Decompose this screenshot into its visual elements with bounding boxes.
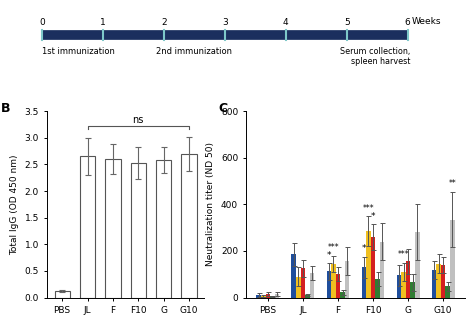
Bar <box>410 283 415 298</box>
Bar <box>80 156 95 298</box>
Bar <box>366 231 371 298</box>
Text: 1st immunization: 1st immunization <box>42 46 115 56</box>
Bar <box>336 274 340 298</box>
Text: 4: 4 <box>283 18 289 26</box>
Text: Weeks: Weeks <box>411 17 441 26</box>
Bar <box>305 295 310 298</box>
Bar <box>441 265 446 298</box>
Bar <box>375 279 380 298</box>
Bar <box>105 159 120 298</box>
Bar <box>270 296 274 298</box>
Bar <box>446 286 450 298</box>
Bar <box>274 294 279 298</box>
Bar <box>327 271 331 298</box>
Bar <box>331 264 336 298</box>
Bar <box>131 164 146 298</box>
Bar <box>301 268 305 298</box>
Text: 6: 6 <box>405 18 410 26</box>
Y-axis label: Neutralization titer (ND 50): Neutralization titer (ND 50) <box>206 142 215 267</box>
Bar <box>432 270 437 298</box>
Text: ***: *** <box>328 243 339 252</box>
Bar <box>156 160 171 298</box>
Bar <box>371 237 375 298</box>
Bar <box>292 254 296 298</box>
Bar <box>450 219 455 298</box>
Text: *: * <box>327 251 331 260</box>
Text: ***: *** <box>398 250 410 259</box>
Text: 2: 2 <box>161 18 167 26</box>
Text: Serum collection,
spleen harvest: Serum collection, spleen harvest <box>340 46 410 66</box>
Bar <box>261 296 265 298</box>
Bar <box>340 292 345 298</box>
Bar <box>362 267 366 298</box>
Text: 3: 3 <box>222 18 228 26</box>
Bar <box>182 154 197 298</box>
Bar <box>310 273 314 298</box>
Bar <box>401 272 406 298</box>
Text: ns: ns <box>133 115 144 125</box>
Bar <box>296 277 301 298</box>
Text: *: * <box>371 212 375 221</box>
Bar <box>415 232 419 298</box>
Text: 0: 0 <box>39 18 45 26</box>
Bar <box>380 242 384 298</box>
Bar <box>437 264 441 298</box>
Text: B: B <box>0 102 10 115</box>
Text: C: C <box>218 102 227 115</box>
Text: 1: 1 <box>100 18 106 26</box>
Bar <box>265 294 270 298</box>
Text: **: ** <box>448 179 456 188</box>
Y-axis label: Total IgG (OD 450 nm): Total IgG (OD 450 nm) <box>10 154 19 255</box>
Bar <box>397 275 401 298</box>
Bar <box>345 262 349 298</box>
Text: ***: *** <box>363 203 374 213</box>
Bar <box>406 262 410 298</box>
Bar <box>55 291 70 298</box>
Text: 2nd immunization: 2nd immunization <box>156 46 232 56</box>
Text: *: * <box>362 244 366 253</box>
Text: 5: 5 <box>344 18 349 26</box>
Bar <box>256 295 261 298</box>
